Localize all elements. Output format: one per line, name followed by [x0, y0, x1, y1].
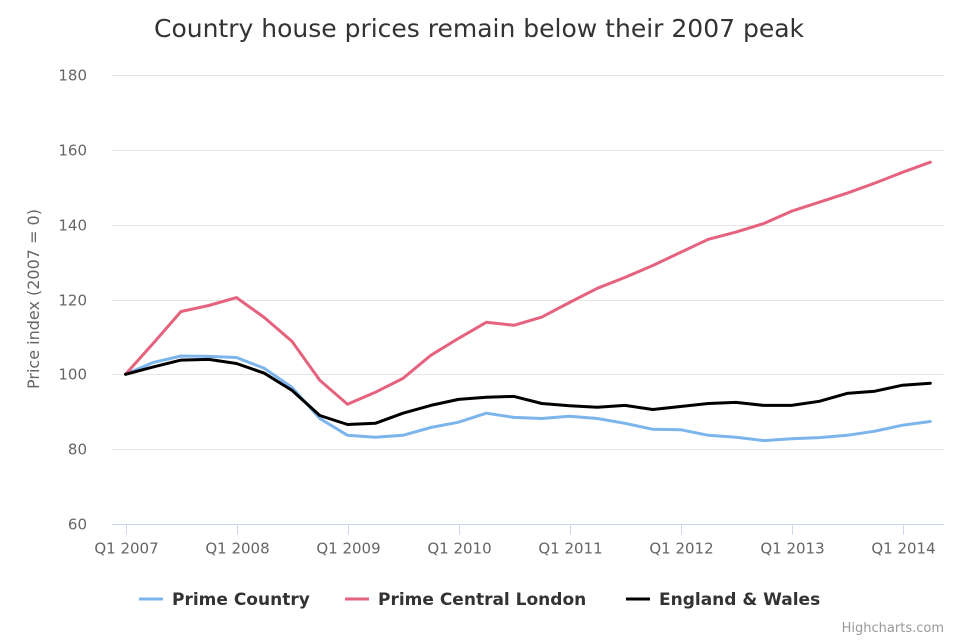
y-tick-label: 160: [58, 142, 87, 160]
y-tick-label: 80: [68, 441, 87, 459]
x-tick-label: Q1 2009: [316, 540, 380, 558]
legend-item-england-wales[interactable]: England & Wales: [626, 590, 820, 610]
legend-item-prime-central-london[interactable]: Prime Central London: [345, 590, 586, 610]
series-line-prime-central-london[interactable]: [124, 160, 932, 406]
y-tick-label: 180: [58, 67, 87, 85]
legend-item-prime-country[interactable]: Prime Country: [139, 590, 310, 610]
chart-title: Country house prices remain below their …: [154, 14, 805, 43]
y-axis-labels: 60 80 100 120 140 160 180: [58, 67, 87, 534]
x-tick-label: Q1 2010: [427, 540, 491, 558]
x-tick-label: Q1 2014: [871, 540, 935, 558]
legend-label: England & Wales: [659, 590, 820, 610]
series-line-england-wales[interactable]: [124, 357, 932, 426]
legend-label: Prime Central London: [378, 590, 586, 610]
y-axis-title: Price index (2007 = 0): [24, 209, 43, 389]
gridlines: [112, 75, 944, 450]
x-tick-label: Q1 2007: [94, 540, 158, 558]
legend-label: Prime Country: [172, 590, 310, 610]
credits-link[interactable]: Highcharts.com: [842, 621, 944, 636]
x-tick-label: Q1 2013: [760, 540, 824, 558]
series-lines: [124, 160, 932, 443]
y-tick-label: 120: [58, 292, 87, 310]
x-tick-label: Q1 2008: [205, 540, 269, 558]
y-tick-label: 60: [68, 516, 87, 534]
x-axis-labels: Q1 2007 Q1 2008 Q1 2009 Q1 2010 Q1 2011 Q1 20…: [94, 524, 936, 558]
x-tick-label: Q1 2011: [538, 540, 602, 558]
series-line-prime-country[interactable]: [124, 354, 932, 443]
x-tick-label: Q1 2012: [649, 540, 713, 558]
y-tick-label: 100: [58, 366, 87, 384]
legend: Prime Country Prime Central London England…: [139, 590, 820, 610]
y-tick-label: 140: [58, 217, 87, 235]
